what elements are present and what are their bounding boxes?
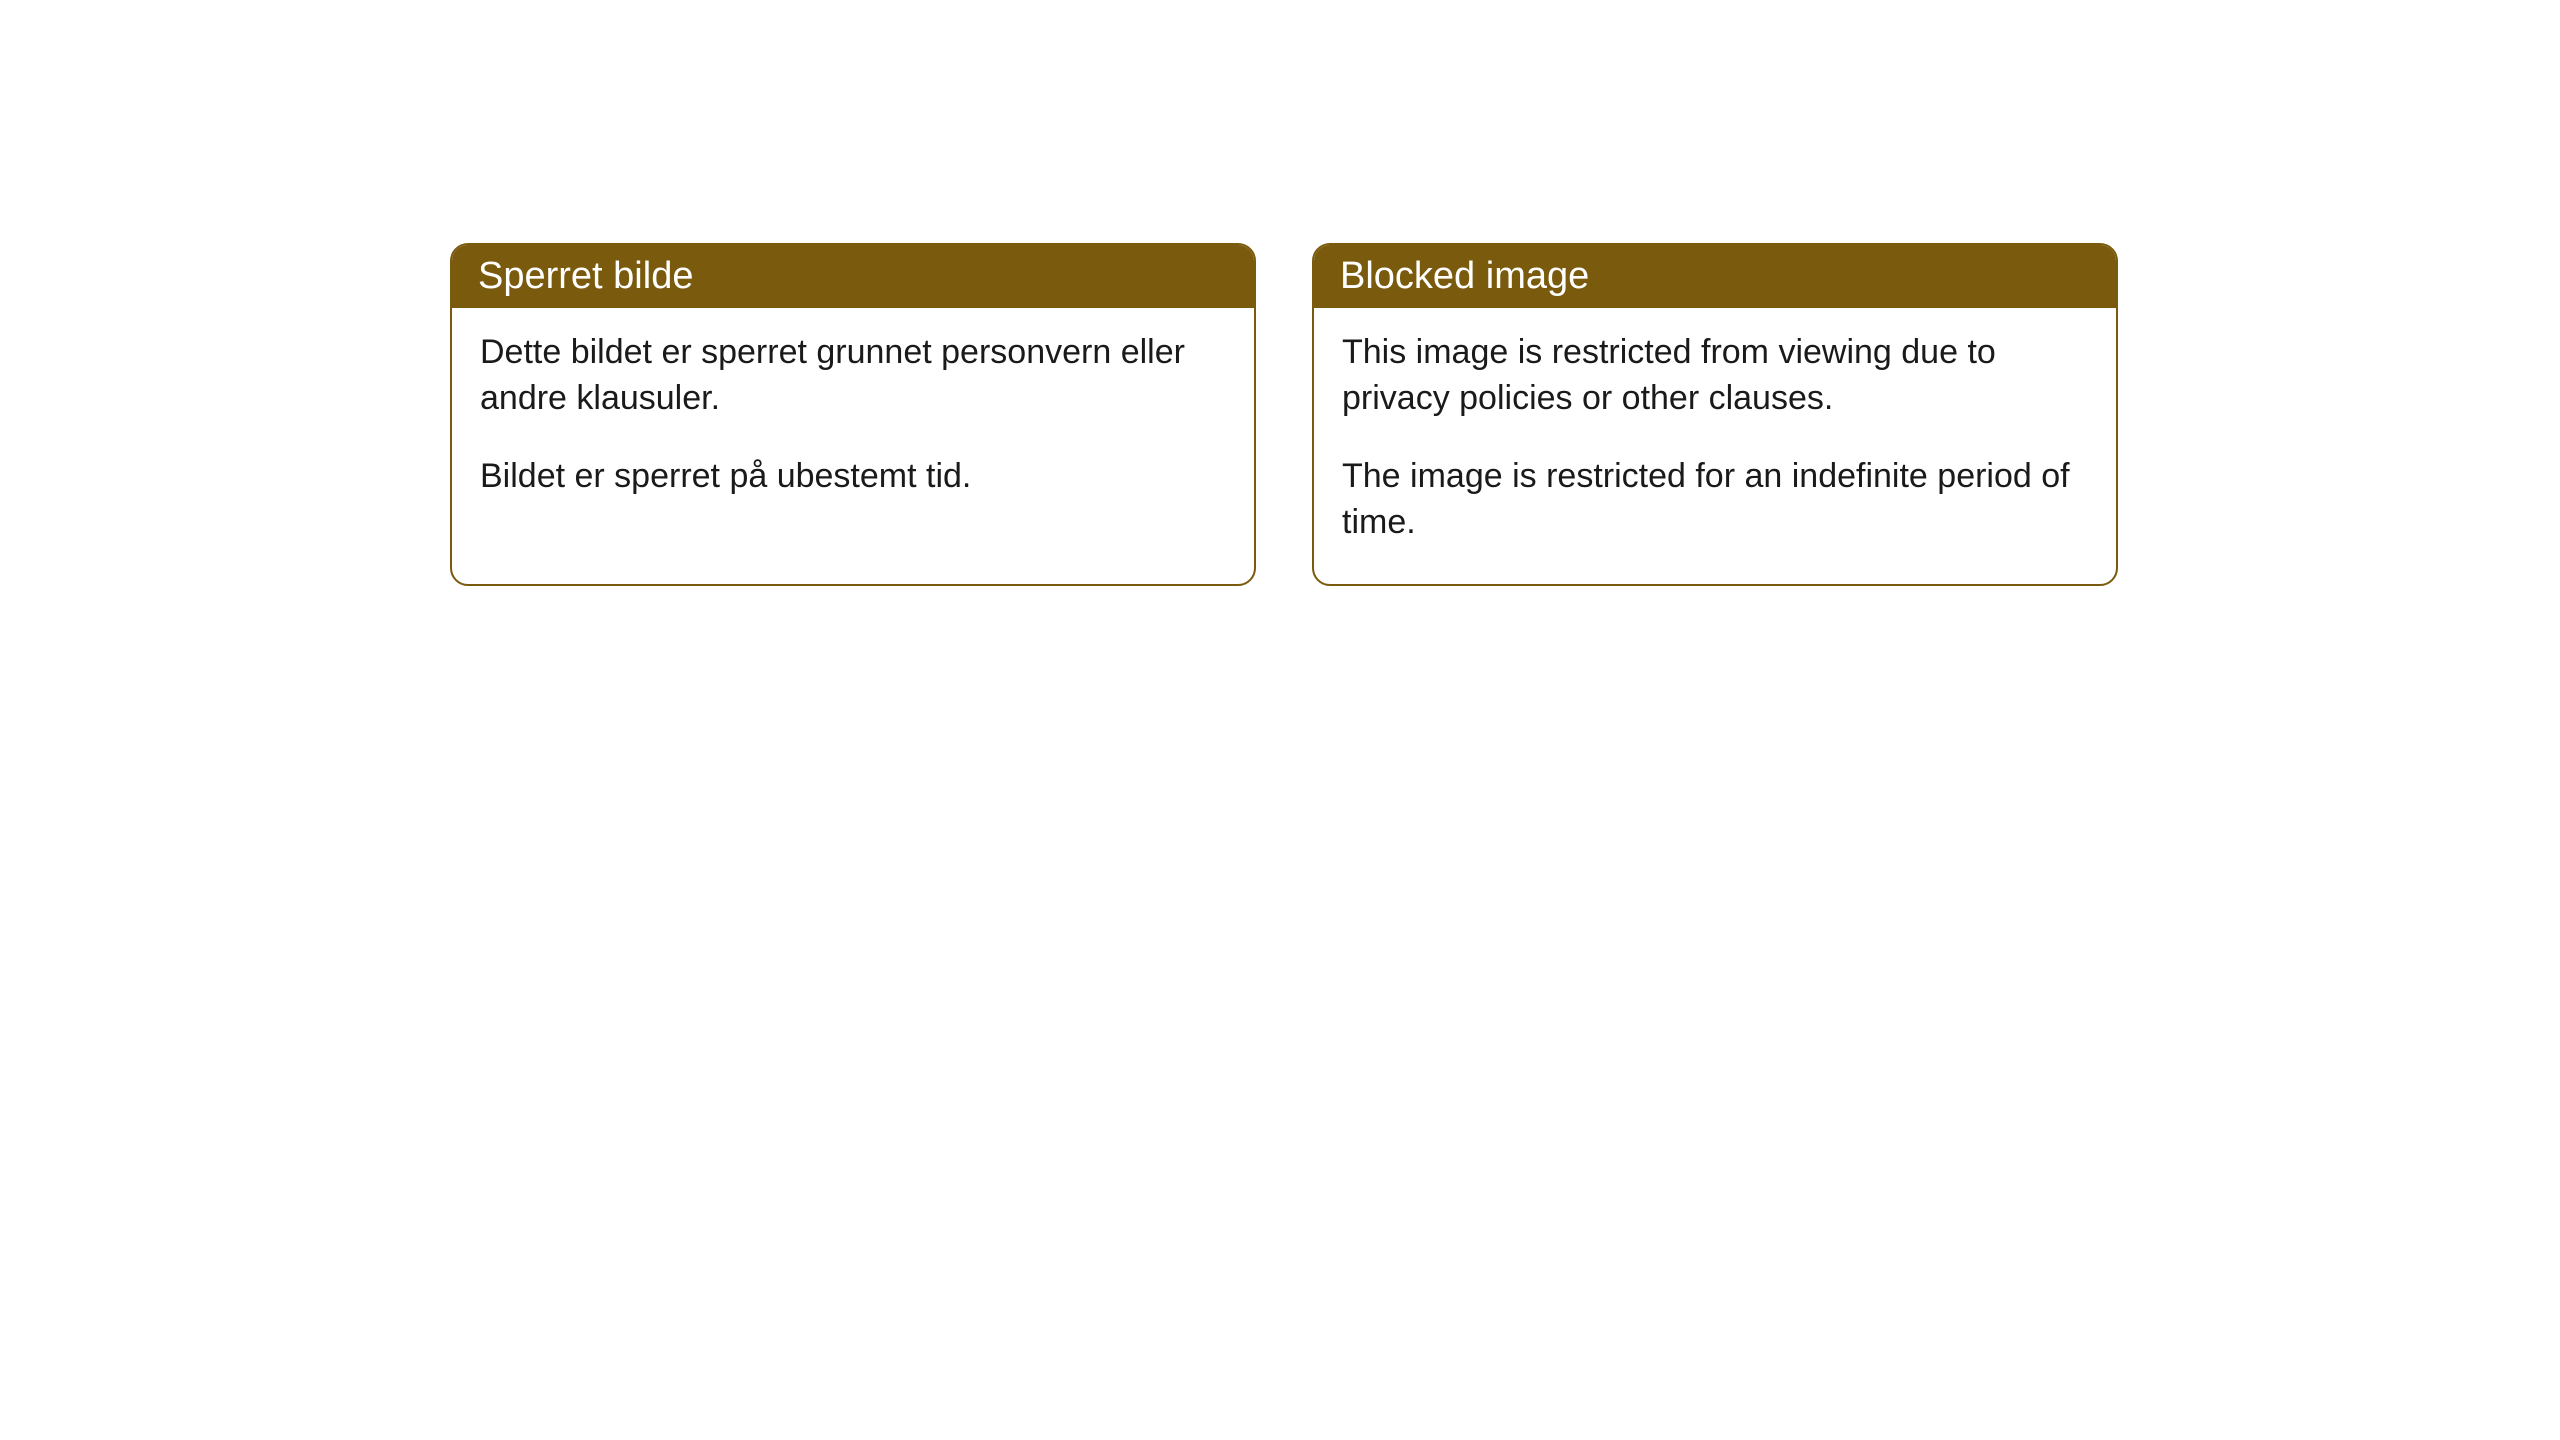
blocked-image-card-norwegian: Sperret bilde Dette bildet er sperret gr… [450,243,1256,586]
card-body: This image is restricted from viewing du… [1314,308,2116,584]
card-title: Blocked image [1340,255,1589,297]
card-paragraph: This image is restricted from viewing du… [1342,330,2088,422]
card-title: Sperret bilde [478,255,693,297]
card-body: Dette bildet er sperret grunnet personve… [452,308,1254,538]
card-header: Sperret bilde [452,245,1254,308]
card-paragraph: Dette bildet er sperret grunnet personve… [480,330,1226,422]
blocked-image-card-english: Blocked image This image is restricted f… [1312,243,2118,586]
card-paragraph: The image is restricted for an indefinit… [1342,454,2088,546]
card-header: Blocked image [1314,245,2116,308]
notice-cards-container: Sperret bilde Dette bildet er sperret gr… [450,243,2118,586]
card-paragraph: Bildet er sperret på ubestemt tid. [480,454,1226,500]
